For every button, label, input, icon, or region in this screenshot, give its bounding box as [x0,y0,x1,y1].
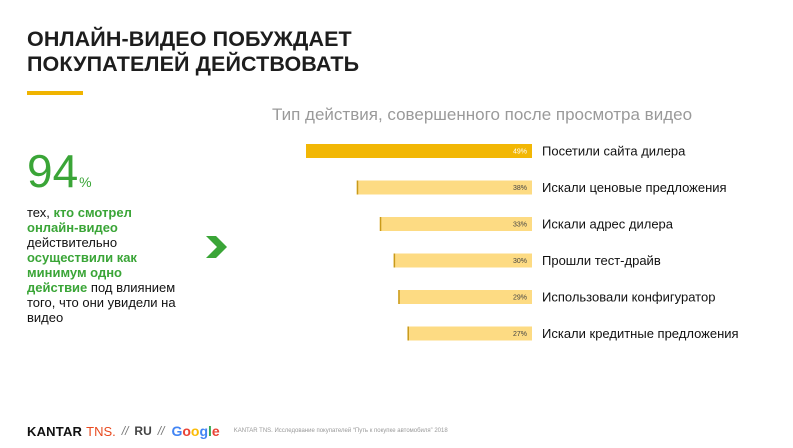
stat-text-1: тех, [27,205,54,220]
bar-edge [398,290,400,304]
bar-value-label: 38% [513,185,527,192]
page-title-line-2: ПОКУПАТЕЛЕЙ ДЕЙСТВОВАТЬ [27,52,360,76]
big-stat: 94% [27,148,177,194]
stat-text-2: действительно [27,235,118,250]
bar-category-label: Посетили сайта дилера [542,144,686,159]
page-title-line-1: ОНЛАЙН-ВИДЕО ПОБУЖДАЕТ [27,27,352,51]
bar-value-label: 27% [513,331,527,338]
bar-value-label: 29% [513,295,527,302]
bar [306,144,532,158]
page-title: ОНЛАЙН-ВИДЕО ПОБУЖДАЕТ ПОКУПАТЕЛЕЙ ДЕЙСТ… [27,27,359,77]
kantar-logo: KANTAR [27,423,83,439]
bar-category-label: Искали кредитные предложения [542,326,739,341]
bar-category-label: Искали адрес дилера [542,217,674,232]
stat-highlight-1: кто смотрел онлайн-видео [27,205,132,235]
bar-edge [407,326,409,341]
google-letter: o [182,423,191,439]
bar [379,217,532,231]
bar-category-label: Использовали конфигуратор [542,290,715,305]
chevron-right-icon [206,236,227,258]
big-stat-unit: % [79,174,92,190]
google-letter: g [199,423,209,439]
title-underline [27,91,83,95]
bar [356,180,532,195]
footer-separator-2: // [157,424,165,438]
footer-separator-1: // [121,424,129,438]
google-letter: o [190,423,200,439]
google-letter: l [208,423,212,439]
footer: KANTAR TNS. // RU // Google KANTAR TNS. … [27,421,448,441]
google-letter: e [211,423,220,439]
bar-edge [393,253,396,268]
bar-category-label: Прошли тест-драйв [542,253,661,268]
stat-description: тех, кто смотрел онлайн-видео действител… [27,205,177,325]
bar [393,253,532,268]
tns-logo: TNS. [86,423,116,439]
bar-value-label: 49% [513,149,527,156]
bar-category-label: Искали ценовые предложения [542,180,727,195]
stat-highlight-2: осуществили как минимум одно действие [27,250,137,295]
key-stat: 94% тех, кто смотрел онлайн-видео действ… [27,148,177,325]
chart-title: Тип действия, совершенного после просмот… [272,105,693,124]
source-note: KANTAR TNS. Исследование покупателей “Пу… [233,428,448,434]
google-logo: Google [171,423,219,439]
locale-label: RU [134,424,152,438]
bar [407,326,532,341]
bar-edge [379,217,382,231]
google-letter: G [171,423,183,439]
bar-value-label: 33% [513,222,527,229]
stat-text-3: под влиянием того, что они увидели на ви… [27,280,176,325]
bar [398,290,532,304]
bar-edge [356,180,359,195]
big-stat-number: 94 [27,145,79,197]
bar-value-label: 30% [513,258,527,265]
